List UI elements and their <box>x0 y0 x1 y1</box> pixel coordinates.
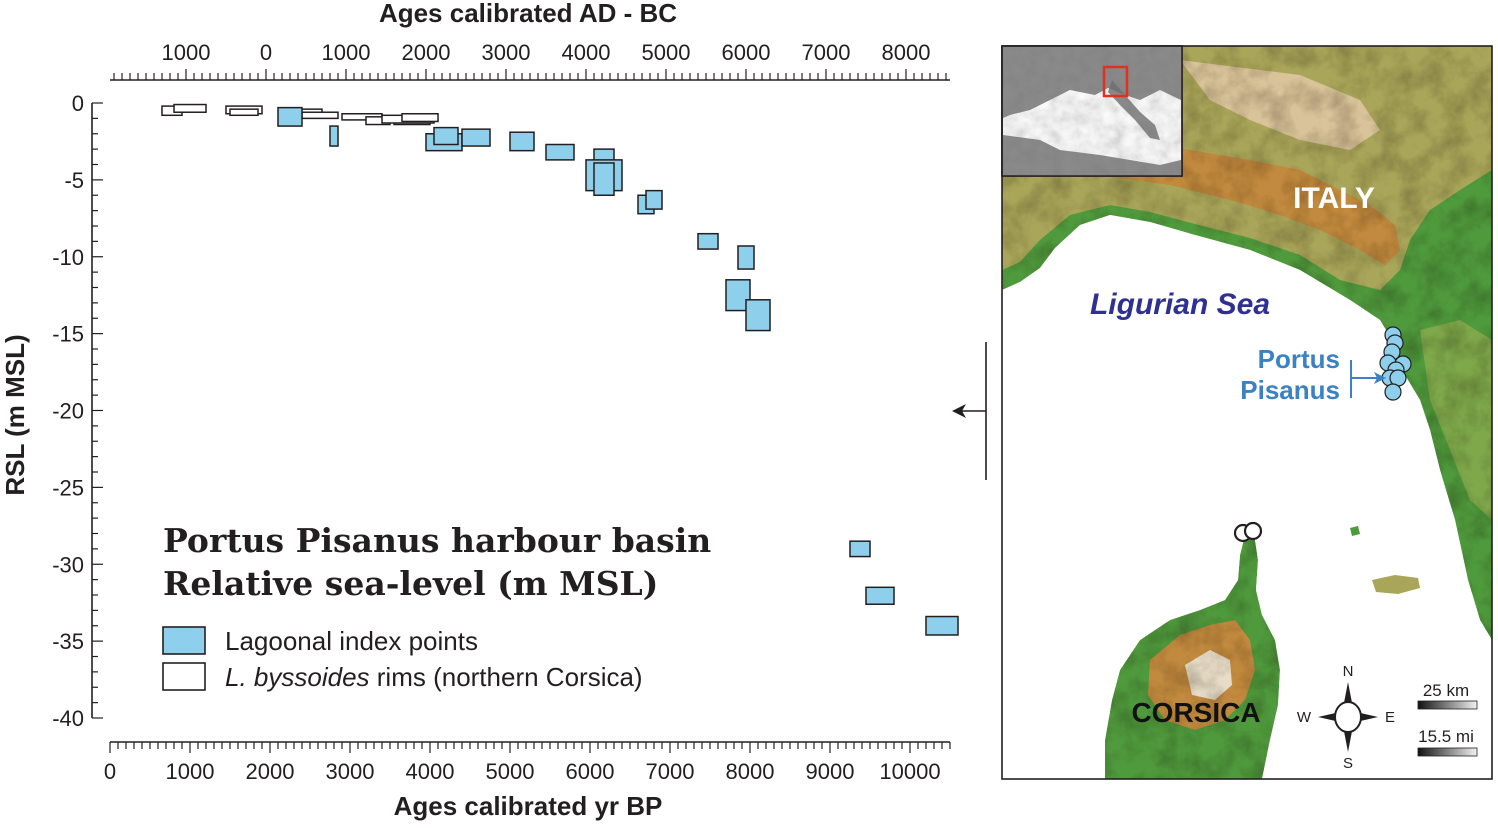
x-axis: 0 1000 2000 3000 4000 5000 6000 7000 8000 9000 100… <box>104 741 951 784</box>
portus-pisanus-markers <box>1379 326 1412 401</box>
north-arrow-compass: N S W E <box>1297 663 1395 772</box>
lagoonal-index-box <box>925 615 959 636</box>
lagoonal-index-box <box>697 232 719 250</box>
y-tick-label: -35 <box>52 629 84 654</box>
portus-pointer-arrow <box>1350 360 1386 398</box>
x-tick-label: 6000 <box>566 759 615 784</box>
lagoonal-index-box <box>745 299 771 332</box>
byssoides-rim-box <box>229 108 259 117</box>
top-axis-title: Ages calibrated AD - BC <box>379 0 677 28</box>
scale-bars: 25 km 15.5 mi <box>1417 681 1478 757</box>
chart-marks <box>161 103 959 636</box>
small-island <box>1350 526 1360 536</box>
x-tick-label: 2000 <box>246 759 295 784</box>
compass-n: N <box>1343 663 1354 680</box>
lagoonal-index-box <box>433 126 459 146</box>
y-tick-label: -5 <box>64 168 84 193</box>
byssoides-rim-box <box>401 113 439 123</box>
x-tick-label: 8000 <box>726 759 775 784</box>
label-italy: ITALY <box>1293 182 1375 215</box>
scale-bar-mi <box>1417 747 1478 757</box>
lagoonal-index-box <box>865 586 895 605</box>
byssoides-rim-box <box>301 111 339 120</box>
lagoonal-index-box <box>277 106 303 127</box>
y-tick-label: -15 <box>52 322 84 347</box>
compass-s: S <box>1343 755 1353 772</box>
byssoides-rim-box <box>173 103 207 113</box>
rim-marker <box>1243 521 1263 541</box>
x-tick-label: 5000 <box>486 759 535 784</box>
lagoonal-index-box <box>329 125 339 147</box>
inset-land <box>1003 47 1181 175</box>
legend-label-lagoonal: Lagoonal index points <box>225 626 478 656</box>
top-tick-label: 5000 <box>642 40 691 65</box>
x-tick-label: 4000 <box>406 759 455 784</box>
rsl-chart: Ages calibrated AD - BC 1000 0 1000 2000 300… <box>0 0 959 821</box>
top-tick-label: 4000 <box>562 40 611 65</box>
lagoonal-index-box <box>461 128 491 147</box>
top-axis: 1000 0 1000 2000 3000 4000 5000 6000 7000 8000 <box>110 40 950 81</box>
corsica-rim-markers <box>1233 521 1263 543</box>
top-tick-label: 3000 <box>482 40 531 65</box>
ligurian-sea <box>1002 215 1492 779</box>
connector-arrow <box>952 342 987 480</box>
scale-bar-km <box>1417 700 1478 710</box>
legend-label-byssoides: L. byssoides rims (northern Corsica) <box>225 662 643 692</box>
byssoides-series <box>161 103 439 126</box>
y-tick-label: -10 <box>52 245 84 270</box>
legend-title-line-2: Relative sea-level (m MSL) <box>163 564 658 603</box>
top-tick-label: 1000 <box>162 40 211 65</box>
y-tick-label: 0 <box>72 91 84 116</box>
top-tick-label: 8000 <box>882 40 931 65</box>
x-axis-title: Ages calibrated yr BP <box>394 791 663 821</box>
site-marker <box>1384 383 1402 401</box>
y-tick-label: -20 <box>52 399 84 424</box>
compass-e: E <box>1385 709 1395 726</box>
top-tick-label: 7000 <box>802 40 851 65</box>
legend: Portus Pisanus harbour basin Relative se… <box>162 521 711 692</box>
lagoonal-series <box>277 106 959 636</box>
y-axis-title: RSL (m MSL) <box>0 334 30 495</box>
legend-swatch-lagoonal <box>162 626 206 655</box>
top-tick-label: 6000 <box>722 40 771 65</box>
top-tick-label: 2000 <box>402 40 451 65</box>
x-tick-label: 7000 <box>646 759 695 784</box>
compass-w: W <box>1297 709 1312 726</box>
scale-label-mi: 15.5 mi <box>1418 727 1474 746</box>
label-portus-line-2: Pisanus <box>1240 375 1340 405</box>
map-frame <box>1001 45 1493 780</box>
elba-island <box>1372 575 1420 594</box>
location-map: ITALY Ligurian Sea Portus Pisanus CORSIC… <box>1001 45 1493 780</box>
y-tick-label: -30 <box>52 552 84 577</box>
scale-label-km: 25 km <box>1423 681 1469 700</box>
x-tick-label: 1000 <box>166 759 215 784</box>
lagoonal-index-box <box>737 245 755 270</box>
lagoonal-index-box <box>593 162 615 196</box>
top-tick-label: 0 <box>260 40 272 65</box>
x-tick-label: 0 <box>104 759 116 784</box>
label-portus-line-1: Portus <box>1258 344 1340 374</box>
x-tick-label: 9000 <box>806 759 855 784</box>
y-axis: 0 -5 -10 -15 -20 -25 -30 -35 -40 <box>52 91 103 731</box>
y-tick-label: -25 <box>52 475 84 500</box>
label-ligurian-sea: Ligurian Sea <box>1090 288 1270 321</box>
inset-location-box <box>1102 65 1129 98</box>
lagoonal-index-box <box>545 143 575 161</box>
x-tick-label: 3000 <box>326 759 375 784</box>
legend-title-line-1: Portus Pisanus harbour basin <box>163 521 711 560</box>
lagoonal-index-box <box>509 131 535 152</box>
lagoonal-index-box <box>849 540 871 558</box>
top-tick-label: 1000 <box>322 40 371 65</box>
legend-swatch-byssoides <box>162 662 206 691</box>
label-corsica: CORSICA <box>1131 697 1260 728</box>
y-tick-label: -40 <box>52 706 84 731</box>
x-tick-label: 10000 <box>879 759 940 784</box>
inset-overview-map <box>1001 45 1183 177</box>
lagoonal-index-box <box>645 189 663 210</box>
